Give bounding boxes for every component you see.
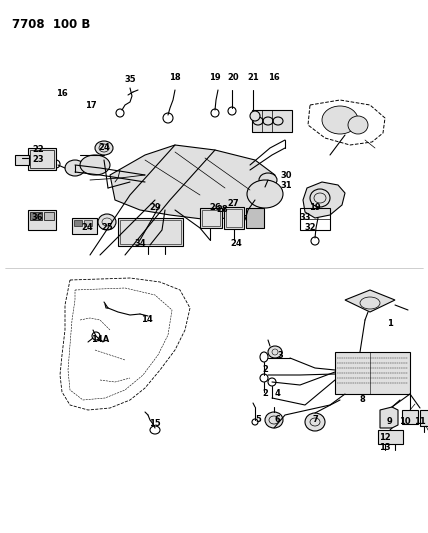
Ellipse shape — [265, 412, 283, 428]
Text: 30: 30 — [280, 171, 292, 180]
Text: 34: 34 — [134, 238, 146, 247]
Bar — [28, 148, 56, 170]
Text: 17: 17 — [85, 101, 97, 110]
Ellipse shape — [314, 193, 326, 203]
Bar — [30, 150, 54, 168]
Text: 23: 23 — [32, 156, 44, 165]
Text: 35: 35 — [124, 76, 136, 85]
Bar — [84, 220, 92, 226]
Text: 10: 10 — [399, 416, 411, 425]
Bar — [378, 430, 403, 444]
Text: 11: 11 — [414, 416, 426, 425]
Text: 36: 36 — [31, 214, 43, 222]
Text: 5: 5 — [255, 416, 261, 424]
Bar — [15, 155, 29, 165]
Text: 24: 24 — [230, 238, 242, 247]
Bar — [224, 207, 244, 229]
Text: 29: 29 — [149, 204, 161, 213]
Ellipse shape — [250, 111, 260, 121]
Text: 3: 3 — [277, 351, 283, 360]
Bar — [300, 208, 330, 230]
Text: 18: 18 — [169, 74, 181, 83]
Text: 2: 2 — [262, 389, 268, 398]
Ellipse shape — [95, 141, 113, 155]
Ellipse shape — [65, 160, 85, 176]
Text: 33: 33 — [299, 213, 311, 222]
Bar — [202, 210, 220, 226]
Text: 8: 8 — [359, 395, 365, 405]
Text: 21: 21 — [247, 74, 259, 83]
Bar — [118, 218, 183, 246]
Text: 4: 4 — [275, 389, 281, 398]
Bar — [226, 209, 242, 227]
Text: 14: 14 — [141, 314, 153, 324]
Text: 15: 15 — [149, 418, 161, 427]
Text: 16: 16 — [56, 88, 68, 98]
Text: 13: 13 — [379, 442, 391, 451]
Bar — [30, 212, 42, 220]
Bar — [28, 210, 56, 230]
Bar — [252, 110, 292, 132]
Ellipse shape — [80, 155, 110, 175]
Ellipse shape — [268, 346, 282, 358]
Bar — [44, 212, 54, 220]
Text: 24: 24 — [98, 143, 110, 152]
Bar — [246, 208, 264, 228]
Polygon shape — [345, 290, 395, 312]
Ellipse shape — [98, 214, 116, 230]
Text: 31: 31 — [280, 182, 292, 190]
Text: 25: 25 — [101, 223, 113, 232]
Bar — [120, 220, 181, 244]
Text: 26: 26 — [209, 204, 221, 213]
Text: 24: 24 — [81, 223, 93, 232]
Text: 7: 7 — [312, 416, 318, 424]
Ellipse shape — [247, 180, 283, 208]
Polygon shape — [303, 182, 345, 218]
Text: 2: 2 — [262, 366, 268, 375]
Text: 16: 16 — [268, 74, 280, 83]
Text: 12: 12 — [379, 432, 391, 441]
Ellipse shape — [322, 106, 358, 134]
Bar — [72, 218, 97, 234]
Bar — [74, 220, 82, 226]
Polygon shape — [110, 145, 275, 220]
Text: 22: 22 — [32, 146, 44, 155]
Text: 7708  100 B: 7708 100 B — [12, 18, 90, 31]
Ellipse shape — [259, 173, 277, 187]
Text: 27: 27 — [227, 199, 239, 208]
Text: 19: 19 — [309, 204, 321, 213]
Text: 14A: 14A — [91, 335, 109, 344]
Polygon shape — [380, 407, 398, 428]
Text: 1: 1 — [387, 319, 393, 327]
Ellipse shape — [305, 413, 325, 431]
Text: 28: 28 — [216, 206, 228, 214]
Text: 9: 9 — [387, 416, 393, 425]
Bar — [200, 208, 222, 228]
Bar — [335, 352, 410, 394]
Bar — [402, 410, 418, 424]
Bar — [420, 410, 428, 426]
Text: 19: 19 — [209, 74, 221, 83]
Text: 6: 6 — [274, 416, 280, 424]
Text: 20: 20 — [227, 74, 239, 83]
Ellipse shape — [348, 116, 368, 134]
Text: 32: 32 — [304, 223, 316, 232]
